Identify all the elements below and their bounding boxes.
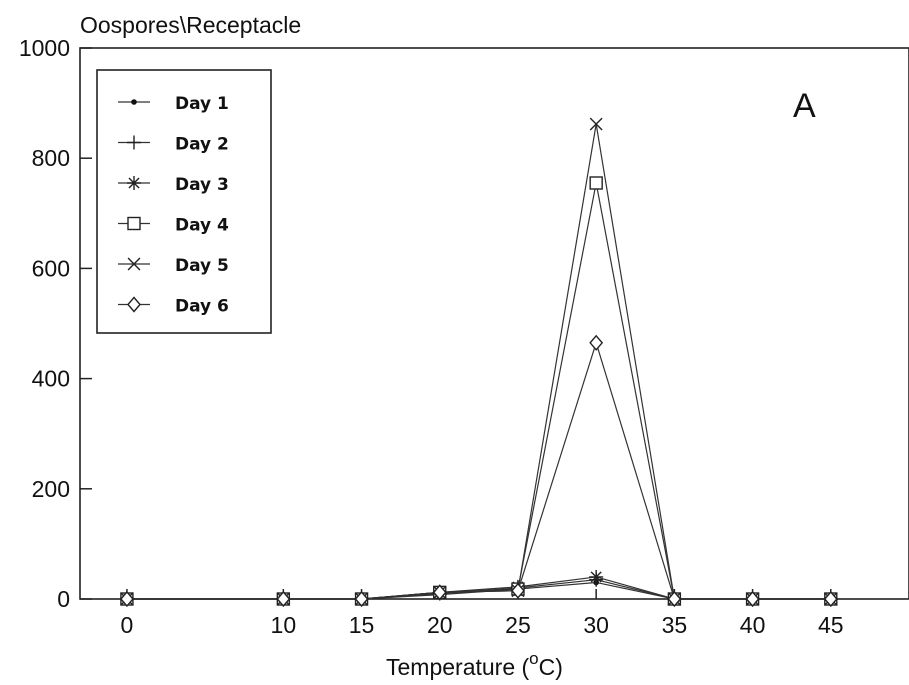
data-point: [120, 590, 134, 608]
series-line: [126, 340, 831, 600]
data-point: [276, 590, 291, 608]
y-axis-title: Oospores\Receptacle: [80, 12, 301, 38]
marker-diamond: [127, 296, 141, 313]
data-point: [127, 216, 141, 231]
legend-label: Day 4: [175, 216, 229, 236]
marker-square: [589, 176, 603, 190]
data-point: [589, 117, 603, 131]
marker-diamond: [745, 590, 760, 608]
x-axis-title: Temperature (oC): [386, 649, 563, 680]
x-tick-label: 25: [505, 612, 531, 638]
x-axis-ticks: 0 10 15 20 25 30 35 40 45: [121, 589, 844, 638]
legend-item: Day 5: [118, 256, 229, 276]
y-tick-label: 200: [32, 476, 70, 502]
marker-diamond: [589, 334, 604, 351]
data-point: [127, 176, 141, 190]
data-point: [127, 296, 141, 313]
x-axis-degree-symbol: o: [529, 649, 538, 668]
data-point: [823, 590, 838, 608]
x-tick-label: 45: [818, 612, 844, 638]
x-tick-label: 20: [427, 612, 453, 638]
x-axis-title-text: Temperature (: [386, 654, 530, 680]
legend-label: Day 3: [175, 175, 229, 195]
legend: Day 1 Day 2 Day 3 Day 4 Day 5 Day 6: [96, 69, 272, 334]
x-tick-label: 10: [271, 612, 297, 638]
series-6: [120, 334, 838, 608]
marker-diamond: [120, 590, 134, 608]
data-point: [745, 590, 760, 608]
legend-item: Day 6: [118, 296, 229, 317]
y-tick-label: 0: [57, 586, 70, 612]
marker-asterisk: [127, 176, 141, 190]
legend-item: Day 1: [118, 94, 229, 114]
y-tick-label: 400: [32, 366, 70, 392]
marker-x: [127, 257, 141, 271]
marker-diamond: [511, 582, 525, 599]
marker-diamond: [823, 590, 838, 608]
marker-asterisk: [589, 569, 604, 584]
data-point: [589, 569, 604, 584]
data-point: [127, 257, 141, 271]
plot-frame: [79, 47, 909, 600]
legend-box: [96, 69, 272, 334]
marker-x: [589, 117, 603, 131]
legend-item: Day 2: [118, 135, 229, 155]
panel-label: A: [793, 87, 816, 125]
x-tick-label: 35: [662, 612, 688, 638]
y-tick-label: 800: [32, 145, 70, 171]
y-tick-label: 1000: [19, 35, 70, 61]
marker-plus: [127, 135, 141, 150]
legend-label: Day 5: [175, 256, 229, 276]
legend-item: Day 4: [118, 216, 229, 236]
y-axis-ticks: 0 200 400 600 800 1000: [19, 35, 92, 612]
legend-label: Day 6: [175, 297, 229, 317]
data-point: [511, 582, 525, 599]
data-point: [127, 135, 141, 150]
legend-label: Day 2: [175, 135, 229, 155]
x-axis-unit: C): [539, 654, 563, 680]
series-3: [119, 569, 838, 606]
y-tick-label: 600: [32, 255, 70, 281]
marker-square: [127, 216, 141, 231]
x-tick-label: 0: [121, 612, 134, 638]
x-tick-label: 40: [740, 612, 766, 638]
marker-diamond: [432, 584, 447, 601]
data-point: [354, 590, 369, 608]
x-tick-label: 30: [583, 612, 609, 638]
legend-label: Day 1: [175, 94, 229, 114]
data-point: [667, 590, 682, 608]
data-point: [589, 176, 603, 190]
x-tick-label: 15: [349, 612, 375, 638]
series-layer: [119, 117, 838, 608]
data-point: [131, 99, 137, 105]
series-line: [126, 576, 831, 600]
data-point: [432, 584, 447, 601]
marker-diamond: [667, 590, 682, 608]
legend-item: Day 3: [118, 175, 229, 195]
marker-diamond: [354, 590, 369, 608]
marker-diamond: [276, 590, 291, 608]
legend-items: Day 1 Day 2 Day 3 Day 4 Day 5 Day 6: [118, 94, 229, 317]
data-point: [589, 334, 604, 351]
marker-dot: [131, 99, 137, 105]
